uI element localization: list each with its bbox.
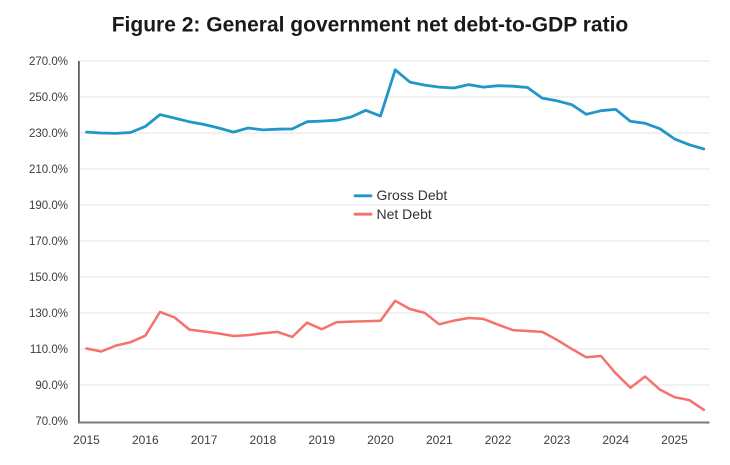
svg-text:130.0%: 130.0%	[29, 308, 68, 320]
svg-text:2024: 2024	[602, 433, 629, 447]
svg-text:2018: 2018	[250, 433, 277, 447]
svg-text:210.0%: 210.0%	[29, 164, 68, 176]
svg-text:2022: 2022	[485, 433, 512, 447]
svg-text:170.0%: 170.0%	[29, 236, 68, 248]
svg-text:190.0%: 190.0%	[29, 200, 68, 212]
svg-text:70.0%: 70.0%	[35, 416, 68, 428]
svg-text:2017: 2017	[191, 433, 218, 447]
svg-text:2020: 2020	[367, 433, 394, 447]
svg-text:2015: 2015	[73, 433, 100, 447]
svg-text:150.0%: 150.0%	[29, 272, 68, 284]
svg-text:Gross Debt: Gross Debt	[377, 187, 448, 203]
svg-text:110.0%: 110.0%	[30, 344, 68, 356]
svg-text:2021: 2021	[426, 433, 453, 447]
svg-text:2019: 2019	[308, 433, 335, 447]
svg-text:2023: 2023	[544, 433, 571, 447]
svg-text:2016: 2016	[132, 433, 159, 447]
svg-text:2025: 2025	[661, 433, 688, 447]
svg-text:Figure 2: General government n: Figure 2: General government net debt-to…	[112, 14, 629, 37]
svg-text:90.0%: 90.0%	[35, 380, 68, 392]
svg-text:Net Debt: Net Debt	[377, 206, 432, 222]
svg-text:250.0%: 250.0%	[29, 92, 68, 104]
svg-text:270.0%: 270.0%	[29, 56, 68, 68]
svg-text:230.0%: 230.0%	[29, 128, 68, 140]
